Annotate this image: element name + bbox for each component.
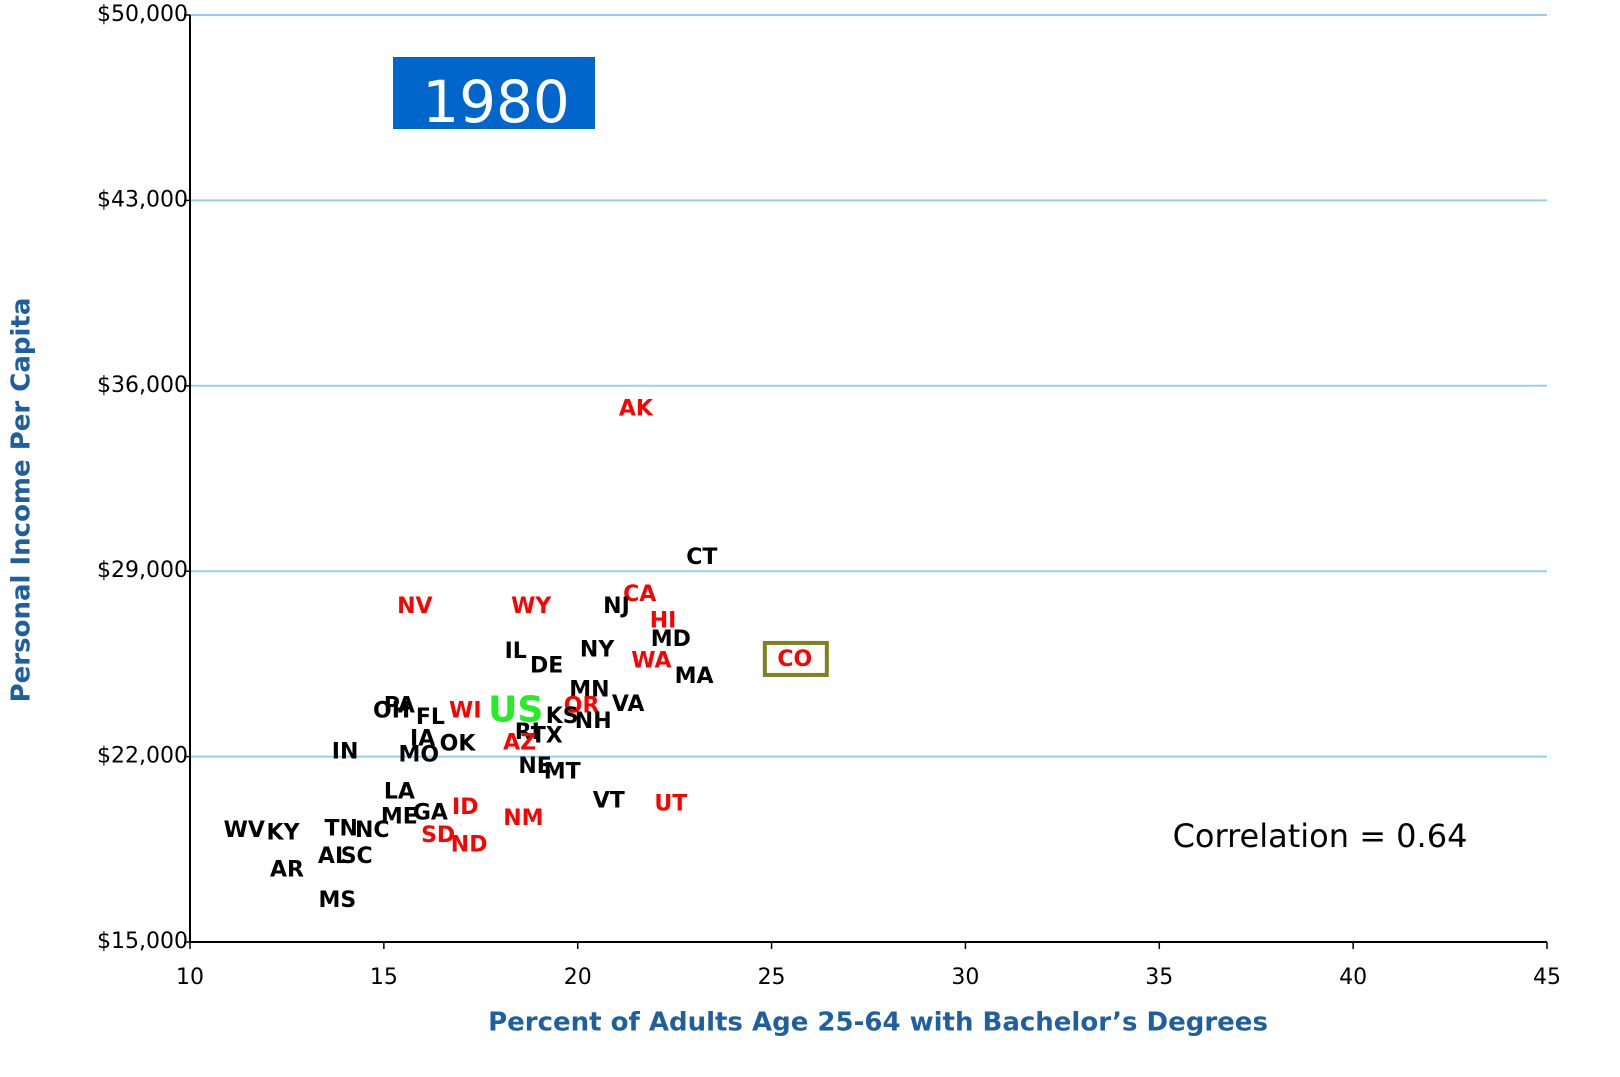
y-tick-label: $36,000 (97, 373, 188, 398)
state-label: WV (224, 818, 265, 843)
highlight-box (762, 640, 829, 677)
state-label: MT (544, 759, 581, 784)
state-label: VA (612, 692, 645, 717)
state-label: IL (505, 639, 527, 664)
state-label: AR (270, 857, 304, 882)
state-label: ME (381, 805, 418, 830)
state-label: CT (686, 545, 717, 570)
state-label: SC (341, 844, 373, 869)
state-label: MA (675, 664, 714, 689)
state-label: NC (355, 818, 390, 843)
x-tick-label: 25 (758, 965, 786, 990)
y-tick-label: $22,000 (97, 744, 188, 769)
x-tick-label: 30 (951, 965, 979, 990)
y-tick-label: $15,000 (97, 929, 188, 954)
state-label: AK (619, 397, 654, 422)
x-tick-label: 45 (1533, 965, 1561, 990)
state-label: NV (397, 594, 432, 619)
state-label: GA (413, 801, 448, 826)
state-label: KS (546, 704, 579, 729)
x-tick-label: 15 (370, 965, 398, 990)
state-label: WY (511, 594, 552, 619)
state-label: OH (373, 699, 410, 724)
x-tick-label: 35 (1145, 965, 1173, 990)
state-label: TN (324, 816, 357, 841)
y-tick-label: $43,000 (97, 187, 188, 212)
state-label: OK (440, 732, 477, 757)
state-label: WA (631, 648, 671, 673)
state-label: NM (503, 806, 543, 831)
state-label: ND (451, 832, 488, 857)
state-label: MS (318, 888, 356, 913)
x-tick-label: 10 (176, 965, 204, 990)
state-label: UT (654, 791, 687, 816)
x-tick-label: 20 (564, 965, 592, 990)
y-tick-label: $29,000 (97, 558, 188, 583)
y-tick-label: $50,000 (97, 2, 188, 27)
state-label: AZ (503, 730, 536, 755)
state-label: ID (452, 795, 478, 820)
state-label: SD (421, 823, 455, 848)
year-badge: 1980 (422, 68, 570, 136)
x-tick-label: 40 (1339, 965, 1367, 990)
state-label: MO (398, 742, 439, 767)
state-label: US (488, 690, 543, 731)
state-label: NY (580, 638, 615, 663)
x-axis-title: Percent of Adults Age 25-64 with Bachelo… (488, 1008, 1268, 1038)
state-label: CA (623, 582, 656, 607)
state-label: NJ (603, 594, 630, 619)
correlation-note: Correlation = 0.64 (1173, 817, 1468, 855)
state-label: RI (515, 720, 540, 745)
state-label: OR (564, 693, 600, 718)
state-label: MN (569, 677, 609, 702)
state-label: MD (651, 627, 691, 652)
year-badge-box (393, 57, 595, 129)
state-label: WI (449, 699, 481, 724)
state-label: NE (518, 754, 551, 779)
state-label: HI (650, 609, 677, 634)
state-label: CO (777, 647, 812, 672)
state-label: AL (318, 844, 349, 869)
state-label: FL (416, 705, 445, 730)
state-label: VT (593, 789, 625, 814)
state-label: IA (410, 726, 435, 751)
y-axis-title: Personal Income Per Capita (7, 298, 37, 703)
state-label: NH (575, 709, 612, 734)
state-label: LA (384, 779, 415, 804)
state-label: DE (530, 654, 563, 679)
state-label: PA (384, 693, 415, 718)
state-label: TX (531, 724, 563, 749)
state-label: IN (332, 740, 359, 765)
state-label: KY (267, 820, 301, 845)
